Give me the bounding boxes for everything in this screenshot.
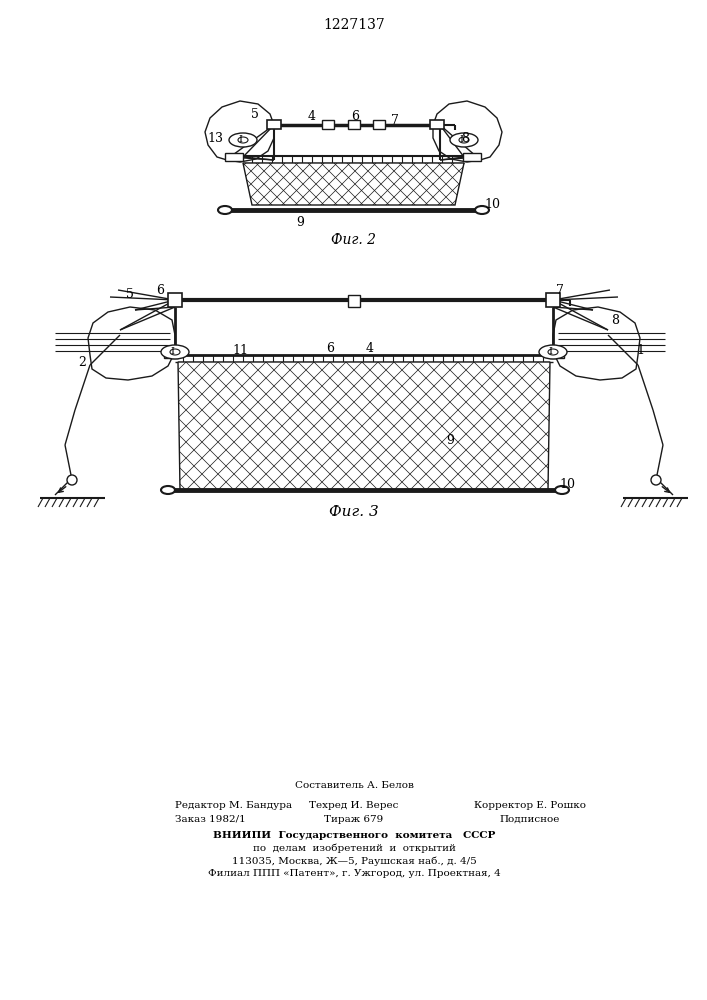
Bar [267,120,281,129]
Text: по  делам  изобретений  и  открытий: по делам изобретений и открытий [252,843,455,853]
Text: 10: 10 [559,479,575,491]
Text: 5: 5 [251,107,259,120]
Text: I: I [548,348,552,357]
Text: 8: 8 [461,131,469,144]
Polygon shape [88,307,175,380]
Text: 9: 9 [296,217,304,230]
Text: 7: 7 [556,284,564,296]
Text: 2: 2 [78,356,86,368]
Ellipse shape [475,206,489,214]
Bar [546,293,560,307]
Ellipse shape [238,137,248,143]
Text: 7: 7 [391,113,399,126]
Text: 4: 4 [308,109,316,122]
Bar [348,295,360,307]
Ellipse shape [229,133,257,147]
Text: Фиг. 2: Фиг. 2 [332,233,377,247]
Ellipse shape [218,206,232,214]
Text: I: I [170,348,174,357]
Text: 8: 8 [611,314,619,326]
Text: 11: 11 [232,344,248,357]
Polygon shape [205,101,274,162]
Text: Заказ 1982/1: Заказ 1982/1 [175,814,246,824]
Polygon shape [433,101,502,162]
Ellipse shape [161,345,189,359]
Text: I: I [459,135,463,144]
Text: Корректор Е. Рошко: Корректор Е. Рошко [474,800,586,810]
Text: 1227137: 1227137 [323,18,385,32]
Bar [430,120,444,129]
Bar [322,120,334,129]
Ellipse shape [555,486,569,494]
Bar [550,350,564,358]
Text: Редактор М. Бандура: Редактор М. Бандура [175,800,292,810]
Ellipse shape [459,137,469,143]
Bar [164,350,178,358]
Text: ВНИИПИ  Государственного  комитета   СССР: ВНИИПИ Государственного комитета СССР [213,830,495,840]
Text: Филиал ППП «Патент», г. Ужгород, ул. Проектная, 4: Филиал ППП «Патент», г. Ужгород, ул. Про… [208,869,501,879]
Text: 9: 9 [446,434,454,446]
Text: 10: 10 [484,198,500,212]
Polygon shape [178,362,550,490]
Ellipse shape [450,133,478,147]
Bar [348,120,360,129]
Ellipse shape [170,349,180,355]
Polygon shape [553,307,640,380]
Text: Подписное: Подписное [500,814,560,824]
Polygon shape [243,163,464,205]
Ellipse shape [67,475,77,485]
Bar [373,120,385,129]
Text: Тираж 679: Тираж 679 [325,814,384,824]
Ellipse shape [161,486,175,494]
Text: 1: 1 [636,344,644,357]
Text: I: I [238,135,242,144]
Text: 5: 5 [126,288,134,300]
Text: 113035, Москва, Ж—5, Раушская наб., д. 4/5: 113035, Москва, Ж—5, Раушская наб., д. 4… [232,856,477,866]
Text: 6: 6 [156,284,164,296]
Ellipse shape [539,345,567,359]
Text: Техред И. Верес: Техред И. Верес [309,800,399,810]
Text: Фиг. 3: Фиг. 3 [329,505,379,519]
Ellipse shape [651,475,661,485]
Text: 13: 13 [207,131,223,144]
Text: Составитель А. Белов: Составитель А. Белов [295,780,414,790]
Text: 4: 4 [366,342,374,355]
Polygon shape [178,362,550,490]
Bar [168,293,182,307]
Ellipse shape [548,349,558,355]
Bar [225,153,243,161]
Polygon shape [243,163,464,205]
Text: 6: 6 [326,342,334,355]
Text: 6: 6 [351,109,359,122]
Bar [463,153,481,161]
